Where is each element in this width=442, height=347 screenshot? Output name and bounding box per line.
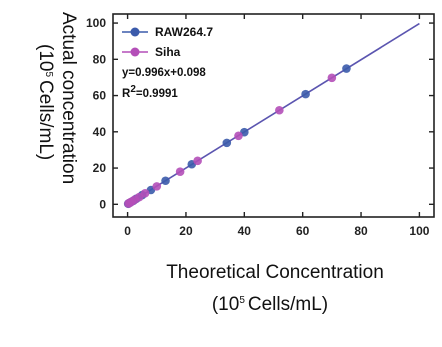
x-axis-unit-sup: 5 [239,295,245,306]
plot-frame [112,13,435,218]
data-point-raw264-7 [342,64,351,73]
y-axis-unit: Cells/mL) [35,80,56,160]
data-point-siha [193,156,202,166]
data-point-siha [175,167,185,176]
data-point-siha [140,188,150,198]
x-tick-label: 100 [409,224,429,238]
legend-marker-siha [130,47,140,57]
legend-marker-raw264-7 [130,27,140,37]
data-point-siha [152,182,162,191]
data-point-siha [275,105,284,115]
legend-label-siha: Siha [155,45,181,59]
data-point-siha [234,131,243,141]
data-point-siha [327,73,337,83]
y-axis-unit-prefix: (10 [35,44,56,71]
x-tick-label: 0 [124,224,131,238]
y-tick-label: 60 [93,89,107,103]
fit-line [127,22,420,205]
legend-label-raw264-7: RAW264.7 [155,25,213,39]
x-tick-label: 80 [354,224,368,238]
y-axis-unit-sup: 5 [43,71,54,77]
y-axis-title-line2: (105 Cells/mL) [35,44,56,160]
r-squared-prefix: R [122,88,131,100]
data-point-raw264-7 [222,138,232,148]
data-points-layer [123,64,351,209]
x-tick-label: 60 [296,224,310,238]
data-point-raw264-7 [161,176,170,186]
legend-item-raw264-7: RAW264.7 [122,25,213,39]
r-squared: R2=0.9991 [122,84,178,100]
y-tick-label: 80 [93,52,107,66]
x-tick-label: 40 [238,224,252,238]
x-axis-title-line2: (105 Cells/mL) [212,294,328,315]
y-tick-label: 100 [86,16,106,30]
x-tick-label: 20 [179,224,193,238]
fit-line-layer [127,22,420,205]
x-axis-title-line1: Theoretical Concentration [166,262,384,283]
x-axis-unit-prefix: (10 [212,294,239,315]
fit-equation: y=0.996x+0.098 [122,67,206,79]
r-squared-value: =0.9991 [136,88,178,100]
x-axis-ticks: 0 20 40 60 80 100 [124,14,430,238]
data-point-raw264-7 [301,89,310,99]
legend: RAW264.7 Siha [122,25,213,59]
y-tick-label: 40 [93,125,107,139]
y-tick-label: 0 [99,197,106,211]
r-squared-sup: 2 [130,84,136,95]
y-axis-title-line1: Actual concentration [58,12,79,184]
y-axis-ticks: 0 20 40 60 80 100 [86,16,434,211]
legend-item-siha: Siha [122,45,181,59]
x-axis-unit: Cells/mL) [248,294,328,315]
y-tick-label: 20 [93,161,107,175]
